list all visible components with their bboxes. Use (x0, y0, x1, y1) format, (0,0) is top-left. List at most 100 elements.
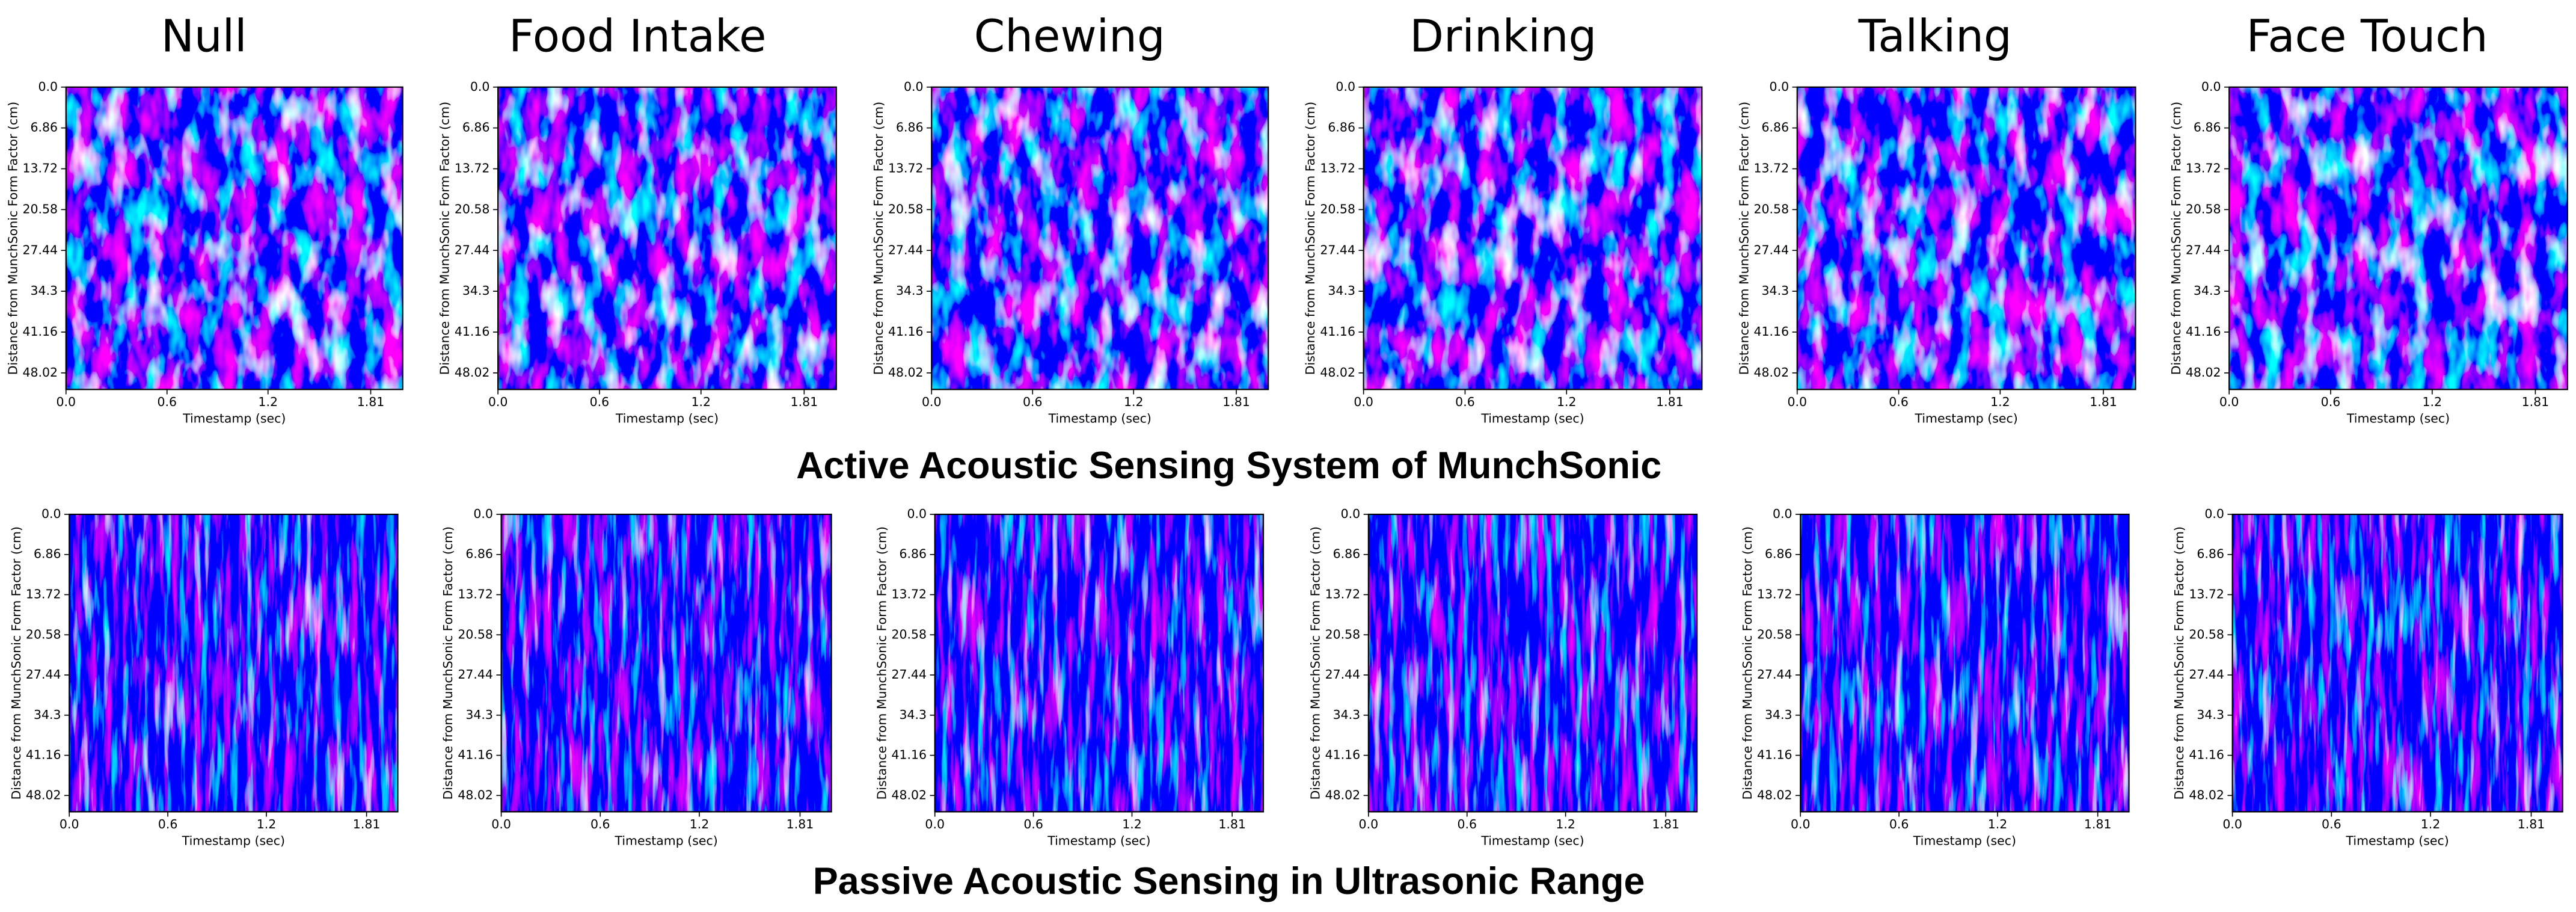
x-tick-label: 1.81 (357, 395, 385, 409)
y-tick-label: 41.16 (2186, 324, 2221, 339)
plot-frame (1800, 513, 2130, 813)
y-tick-label: 48.02 (891, 787, 927, 802)
x-tick-label: 1.2 (690, 817, 710, 831)
y-tick-label: 6.86 (899, 547, 927, 561)
y-tick-label: 13.72 (2189, 587, 2224, 601)
plot-frame (934, 513, 1265, 813)
y-axis-label: Distance from MunchSonic Form Factor (cm… (9, 526, 23, 800)
y-tick-label: 0.0 (1336, 79, 1355, 94)
x-tick-label: 0.6 (1023, 817, 1043, 831)
y-tick-label: 6.86 (1765, 547, 1792, 561)
y-tick-label: 41.16 (26, 748, 61, 762)
y-tick-label: 6.86 (462, 120, 490, 135)
plot-frame (1363, 86, 1703, 390)
y-tick-label: 20.58 (1754, 202, 1789, 216)
y-tick-label: 34.3 (1328, 283, 1355, 298)
y-tick-label: 48.02 (26, 787, 61, 802)
y-tick-label: 13.72 (1320, 161, 1355, 176)
y-tick-label: 0.0 (904, 79, 924, 94)
y-tick-label: 27.44 (888, 242, 924, 257)
x-tick-label: 1.2 (1988, 817, 2008, 831)
y-axis-label: Distance from MunchSonic Form Factor (cm… (1303, 102, 1317, 375)
x-tick-label: 1.2 (2421, 817, 2441, 831)
y-tick-label: 27.44 (1320, 242, 1355, 257)
column-title: Face Touch (2246, 11, 2488, 63)
column-title: Food Intake (509, 11, 766, 63)
y-tick-label: 6.86 (31, 120, 58, 135)
y-tick-label: 0.0 (470, 79, 490, 94)
x-tick-label: 0.6 (1889, 817, 1909, 831)
x-tick-label: 1.2 (1557, 395, 1577, 409)
x-tick-label: 1.2 (1990, 395, 2010, 409)
x-tick-label: 1.81 (2518, 817, 2545, 831)
x-axis-label: Timestamp (sec) (1914, 411, 2017, 426)
heatmap-texture (66, 87, 403, 390)
plot-frame (500, 513, 832, 813)
x-tick-label: 1.2 (691, 395, 711, 409)
x-axis-label: Timestamp (sec) (1480, 411, 1584, 426)
x-tick-label: 1.81 (1652, 817, 1679, 831)
plot-frame (2228, 86, 2568, 390)
y-tick-label: 27.44 (891, 667, 927, 682)
y-tick-label: 0.0 (1770, 79, 1789, 94)
x-tick-label: 0.6 (157, 395, 177, 409)
y-tick-label: 20.58 (22, 202, 58, 216)
y-tick-label: 27.44 (1754, 242, 1789, 257)
plot-frame (2231, 513, 2563, 813)
y-tick-label: 20.58 (891, 627, 927, 641)
x-axis-label: Timestamp (sec) (614, 834, 717, 848)
y-tick-label: 48.02 (1757, 787, 1792, 802)
y-tick-label: 13.72 (1757, 587, 1792, 601)
y-axis-label: Distance from MunchSonic Form Factor (cm… (871, 102, 886, 375)
x-tick-label: 1.2 (1124, 395, 1144, 409)
y-tick-label: 6.86 (2197, 547, 2224, 561)
y-tick-label: 20.58 (26, 627, 61, 641)
x-tick-label: 0.6 (1023, 395, 1043, 409)
x-tick-label: 1.2 (2423, 395, 2443, 409)
y-tick-label: 41.16 (455, 324, 490, 339)
y-axis-label: Distance from MunchSonic Form Factor (cm… (2172, 526, 2186, 800)
y-tick-label: 27.44 (455, 242, 490, 257)
y-tick-label: 6.86 (34, 547, 61, 561)
plot-frame (69, 513, 399, 813)
heatmap-texture (498, 87, 836, 390)
x-tick-label: 1.81 (2522, 395, 2550, 409)
y-tick-label: 6.86 (1333, 547, 1361, 561)
y-axis-label: Distance from MunchSonic Form Factor (cm… (441, 526, 455, 800)
y-tick-label: 27.44 (1325, 667, 1361, 682)
x-axis-label: Timestamp (sec) (2346, 411, 2450, 426)
y-tick-label: 48.02 (458, 787, 493, 802)
y-tick-label: 13.72 (891, 587, 927, 601)
y-tick-label: 0.0 (2201, 79, 2221, 94)
plot-frame (497, 86, 837, 390)
y-tick-label: 0.0 (907, 507, 927, 521)
y-tick-label: 27.44 (458, 667, 493, 682)
y-tick-label: 34.3 (462, 283, 490, 298)
x-tick-label: 1.2 (257, 817, 277, 831)
x-tick-label: 0.0 (1791, 817, 1811, 831)
heatmap-texture (1363, 87, 1702, 390)
x-axis-label: Timestamp (sec) (1480, 834, 1584, 848)
y-tick-label: 41.16 (458, 748, 493, 762)
y-tick-label: 41.16 (888, 324, 924, 339)
x-tick-label: 1.81 (791, 395, 818, 409)
y-tick-label: 20.58 (888, 202, 924, 216)
x-tick-label: 0.0 (2222, 817, 2242, 831)
x-axis-label: Timestamp (sec) (182, 411, 286, 426)
y-tick-label: 13.72 (888, 161, 924, 176)
y-tick-label: 34.3 (896, 283, 924, 298)
x-tick-label: 1.81 (1218, 817, 1246, 831)
y-tick-label: 13.72 (2186, 161, 2221, 176)
column-title: Null (161, 11, 247, 63)
y-axis-label: Distance from MunchSonic Form Factor (cm… (2169, 102, 2183, 375)
x-tick-label: 0.0 (925, 817, 945, 831)
y-tick-label: 6.86 (1328, 120, 1355, 135)
x-tick-label: 0.6 (590, 817, 610, 831)
y-tick-label: 41.16 (2189, 748, 2224, 762)
x-tick-label: 0.0 (2219, 395, 2239, 409)
y-tick-label: 6.86 (2194, 120, 2221, 135)
y-tick-label: 13.72 (26, 587, 61, 601)
x-tick-label: 0.0 (1359, 817, 1379, 831)
